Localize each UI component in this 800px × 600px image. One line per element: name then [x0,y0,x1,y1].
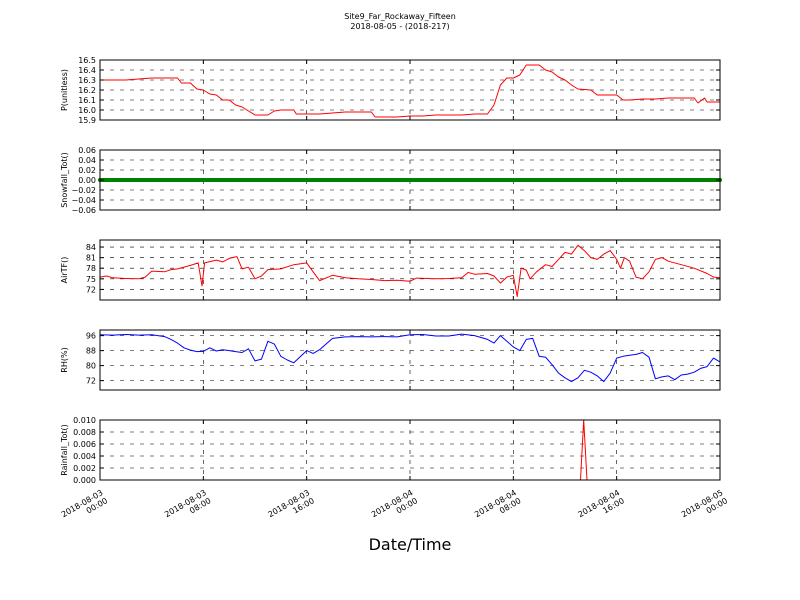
y-tick-label: 16.4 [78,66,96,75]
y-tick-label: 81 [86,254,96,263]
x-tick-label: 2018-08-0300:00 [60,488,109,527]
y-tick-label: 15.9 [78,116,96,125]
y-tick-label: 0.06 [78,146,96,155]
x-tick-label: 2018-08-0500:00 [680,488,729,527]
y-tick-label: 96 [86,332,96,341]
y-tick-label: 0.006 [73,440,96,449]
x-tick-label: 2018-08-0416:00 [576,488,625,527]
y-tick-label: −0.02 [71,186,96,195]
y-tick-label: −0.06 [71,206,96,215]
panel-2: −0.06−0.04−0.020.000.020.040.06 Snowfall_… [60,146,722,215]
panel-5: 0.000 0.002 0.004 0.006 0.008 0.010 Rainfall_T… [60,416,721,485]
y-tick-label: 0.02 [78,166,96,175]
y-axis-label: P(unitless) [60,69,69,111]
series-line [99,333,721,383]
y-tick-label: 75 [86,275,96,284]
y-tick-label: 16.0 [78,106,96,115]
panel-1: 15.916.016.116.216.316.416.5 P(unitless) [60,56,721,125]
chart-subtitle: 2018-08-05 - (2018-217) [350,22,449,31]
y-axis-label: Rainfall_Tot() [60,424,69,476]
y-tick-label: 0.000 [73,476,96,485]
x-tick-label: 2018-08-0400:00 [370,488,419,527]
series-line [99,244,721,297]
y-tick-label: 0.004 [73,452,96,461]
y-tick-label: 0.04 [78,156,96,165]
y-tick-label: −0.04 [71,196,96,205]
x-tick-label: 2018-08-0316:00 [266,488,315,527]
y-tick-label: 78 [86,264,96,273]
series-line [100,64,720,118]
y-axis-label: Snowfall_Tot() [60,152,69,208]
chart-title: Site9_Far_Rockaway_Fifteen [344,12,456,21]
y-tick-label: 16.1 [78,96,96,105]
y-tick-label: 16.3 [78,76,96,85]
y-axis-label: AirTF() [60,257,69,284]
y-tick-label: 84 [86,243,96,252]
panels-group: 15.916.016.116.216.316.416.5 P(unitless) −… [60,56,729,527]
x-tick-label: 2018-08-0408:00 [473,488,522,527]
x-tick-label: 2018-08-0308:00 [163,488,212,527]
y-tick-label: 0.010 [73,416,96,425]
y-tick-label: 16.5 [78,56,96,65]
y-tick-label: 72 [86,377,96,386]
y-tick-label: 0.00 [78,176,96,185]
y-tick-label: 88 [86,347,96,356]
y-axis-label: RH(%) [60,347,69,372]
y-tick-label: 16.2 [78,86,96,95]
x-axis-label: Date/Time [369,535,452,554]
y-tick-label: 72 [86,285,96,294]
y-tick-label: 0.002 [73,464,96,473]
y-tick-label: 0.008 [73,428,96,437]
y-tick-label: 80 [86,362,96,371]
panel-4: 72 80 88 96 RH(%) [60,329,721,391]
